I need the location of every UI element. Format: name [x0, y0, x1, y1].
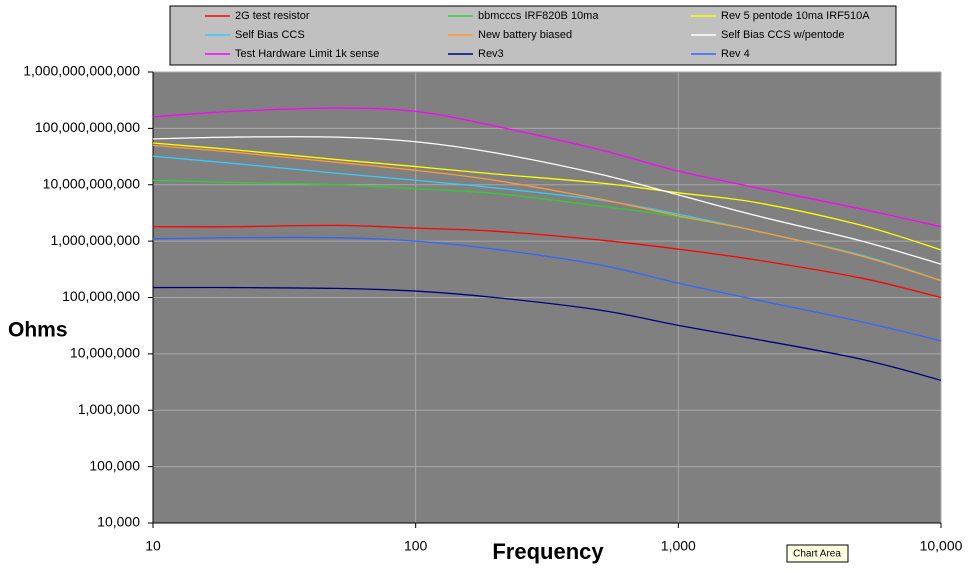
y-tick-label: 10,000: [97, 514, 140, 530]
y-tick-label: 1,000,000,000: [50, 232, 140, 248]
tooltip: Chart Area: [793, 549, 841, 560]
series-line: [152, 286, 942, 381]
x-tick-label: 100: [404, 538, 428, 554]
legend-box: [169, 5, 897, 66]
series-line: [152, 224, 942, 299]
series-line: [152, 136, 942, 265]
series-line: [152, 142, 942, 251]
y-tick-label: 1,000,000,000,000: [23, 63, 140, 79]
x-axis-title: Frequency: [492, 539, 604, 564]
legend-label: Rev 4: [721, 48, 750, 60]
y-axis-title: Ohms: [8, 319, 68, 342]
legend-label: 2G test resistor: [235, 10, 310, 22]
legend-label: Rev3: [478, 48, 504, 60]
series-line: [152, 236, 942, 342]
legend-label: Self Bias CCS: [235, 29, 305, 41]
series-line: [152, 144, 942, 282]
legend-label: New battery biased: [478, 29, 572, 41]
y-tick-label: 10,000,000: [70, 345, 140, 361]
y-tick-label: 100,000: [89, 457, 140, 473]
tooltip-box: [786, 544, 849, 563]
legend-label: Test Hardware Limit 1k sense: [235, 48, 379, 60]
x-tick-label: 10: [145, 538, 161, 554]
y-tick-label: 10,000,000,000: [43, 175, 141, 191]
legend-label: Rev 5 pentode 10ma IRF510A: [721, 10, 870, 22]
y-tick-label: 100,000,000,000: [35, 119, 140, 135]
legend-label: Self Bias CCS w/pentode: [721, 29, 845, 41]
x-tick-label: 10,000: [920, 538, 963, 554]
y-tick-label: 100,000,000: [62, 288, 140, 304]
x-tick-label: 1,000: [661, 538, 696, 554]
series-line: [152, 107, 942, 228]
legend-label: bbmcccs IRF820B 10ma: [478, 10, 599, 22]
y-tick-label: 1,000,000: [78, 401, 140, 417]
